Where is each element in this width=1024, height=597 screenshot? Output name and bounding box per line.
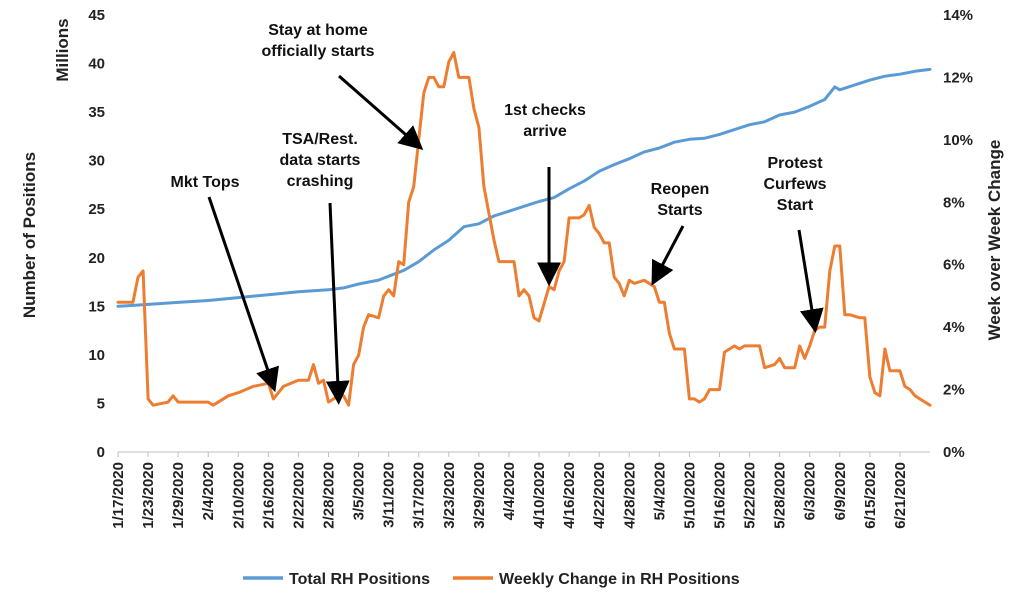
x-tick-label: 1/23/2020 (140, 462, 157, 529)
left-tick-label: 35 (88, 104, 105, 121)
x-tick-label: 1/17/2020 (110, 462, 127, 529)
annotation-label: Mkt Tops (170, 174, 239, 191)
left-tick-label: 20 (88, 250, 105, 267)
left-tick-label: 0 (97, 444, 105, 461)
x-tick-label: 2/4/2020 (200, 462, 217, 520)
left-axis-title: Number of Positions (20, 152, 39, 318)
x-tick-label: 4/10/2020 (531, 462, 548, 529)
x-tick-label: 1/29/2020 (170, 462, 187, 529)
right-tick-label: 6% (943, 257, 965, 274)
annotation-arrow (651, 225, 685, 286)
x-tick-label: 3/5/2020 (351, 462, 368, 520)
right-tick-label: 12% (943, 69, 973, 86)
legend-label-weekly-change: Weekly Change in RH Positions (499, 571, 740, 588)
left-tick-label: 45 (88, 7, 105, 24)
right-tick-label: 10% (943, 132, 973, 149)
annotations: Mkt Tops TSA/Rest. data starts crashing Stay… (170, 22, 827, 405)
x-tick-label: 4/22/2020 (591, 462, 608, 529)
annotation-arrow (325, 202, 350, 405)
x-tick-label: 3/23/2020 (441, 462, 458, 529)
x-tick-label: 4/4/2020 (501, 462, 518, 520)
x-tick-label: 3/17/2020 (411, 462, 428, 529)
x-tick-label: 2/28/2020 (321, 462, 338, 529)
x-tick-label: 6/15/2020 (862, 462, 879, 529)
annotation-label: Protest Curfews Start (763, 155, 826, 214)
x-tick-label: 5/22/2020 (742, 462, 759, 529)
x-tick-label: 2/16/2020 (260, 462, 277, 529)
x-tick-label: 2/22/2020 (290, 462, 307, 529)
legend-label-total-rh: Total RH Positions (289, 571, 430, 588)
x-tick-label: 6/9/2020 (832, 462, 849, 520)
x-axis-ticks: 1/17/2020 1/23/2020 1/29/2020 2/4/2020 2/10/… (110, 452, 909, 529)
annotation-arrow (207, 196, 279, 393)
annotation-arrow (338, 74, 424, 151)
x-tick-label: 6/3/2020 (802, 462, 819, 520)
right-axis-ticks: 0% 2% 4% 6% 8% 10% 12% 14% (943, 7, 973, 461)
right-tick-label: 0% (943, 444, 965, 461)
x-tick-label: 5/10/2020 (681, 462, 698, 529)
x-tick-label: 4/28/2020 (621, 462, 638, 529)
left-axis-ticks: 0 5 10 15 20 25 30 35 40 45 (88, 7, 105, 461)
x-tick-label: 3/29/2020 (471, 462, 488, 529)
left-axis-units-label: Millions (53, 18, 72, 81)
left-tick-label: 10 (88, 347, 105, 364)
legend: Total RH Positions Weekly Change in RH P… (243, 571, 740, 588)
left-tick-label: 30 (88, 153, 105, 170)
annotation-label: 1st checks arrive (504, 102, 586, 140)
annotation-label: TSA/Rest. data starts crashing (280, 131, 361, 190)
left-tick-label: 25 (88, 201, 105, 218)
left-tick-label: 5 (97, 395, 105, 412)
right-tick-label: 4% (943, 319, 965, 336)
x-tick-label: 6/21/2020 (892, 462, 909, 529)
x-tick-label: 2/10/2020 (230, 462, 247, 529)
x-tick-label: 5/28/2020 (772, 462, 789, 529)
right-tick-label: 2% (943, 382, 965, 399)
right-axis-title: Week over Week Change (985, 140, 1004, 341)
left-tick-label: 15 (88, 298, 105, 315)
x-tick-label: 5/16/2020 (711, 462, 728, 529)
x-tick-label: 3/11/2020 (381, 462, 398, 528)
right-tick-label: 14% (943, 7, 973, 24)
left-tick-label: 40 (88, 56, 105, 73)
right-tick-label: 8% (943, 194, 965, 211)
annotation-label: Reopen Starts (651, 181, 710, 219)
annotation-arrow (797, 229, 824, 334)
x-tick-label: 5/4/2020 (651, 462, 668, 520)
annotation-label: Stay at home officially starts (262, 22, 375, 60)
x-tick-label: 4/16/2020 (561, 462, 578, 529)
series-line-total-rh (116, 67, 932, 308)
